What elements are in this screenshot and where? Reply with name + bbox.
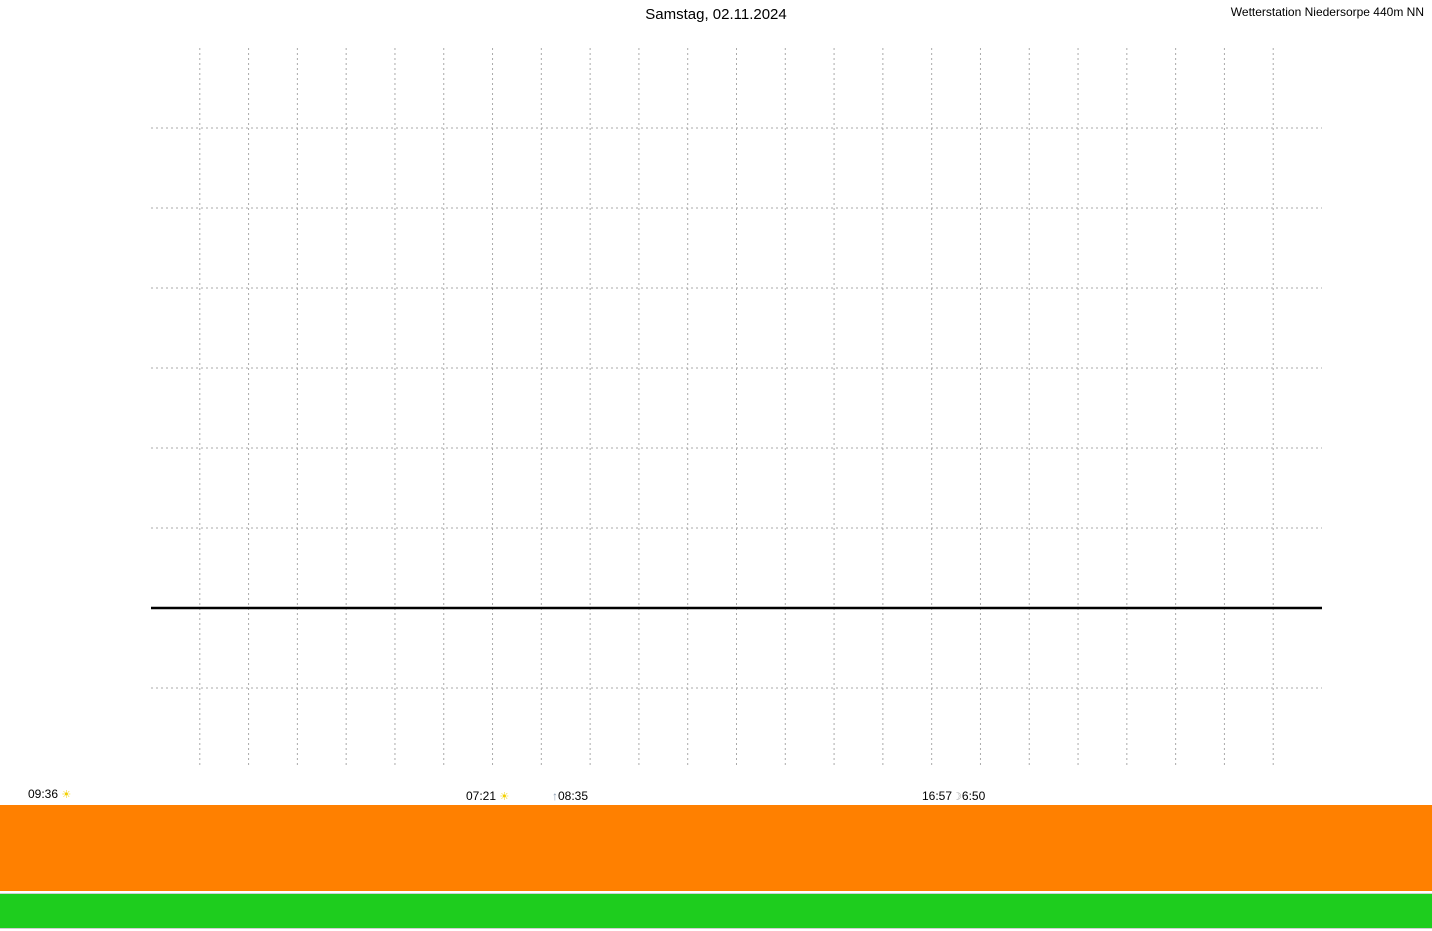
status-bar xyxy=(0,893,1432,929)
day-length-label: 09:36 ☀ xyxy=(28,787,71,801)
sunset-value: 16:57 xyxy=(922,789,952,803)
sun-icon: ☀ xyxy=(499,791,509,803)
weather-station-dashboard: Samstag, 02.11.2024 Wetterstation Nieder… xyxy=(0,0,1432,931)
moonset-value: 6:50 xyxy=(962,789,985,803)
sunrise-value: 07:21 xyxy=(466,789,496,803)
chart-legend xyxy=(0,29,1432,45)
weather-chart xyxy=(0,0,1432,805)
moon-icon: ☽ xyxy=(952,791,962,803)
page-title: Samstag, 02.11.2024 xyxy=(0,6,1432,23)
sunset-label: 16:57☽6:50 xyxy=(922,789,985,803)
moonrise-value: 08:35 xyxy=(558,789,588,803)
sunrise-label: 07:21 ☀ xyxy=(466,789,509,803)
moonrise-label: ↑08:35 xyxy=(552,789,588,803)
station-name: Wetterstation Niedersorpe 440m NN xyxy=(1231,5,1424,19)
sun-icon: ☀ xyxy=(61,789,71,801)
summary-table xyxy=(0,805,1432,891)
day-length-value: 09:36 xyxy=(28,787,58,801)
